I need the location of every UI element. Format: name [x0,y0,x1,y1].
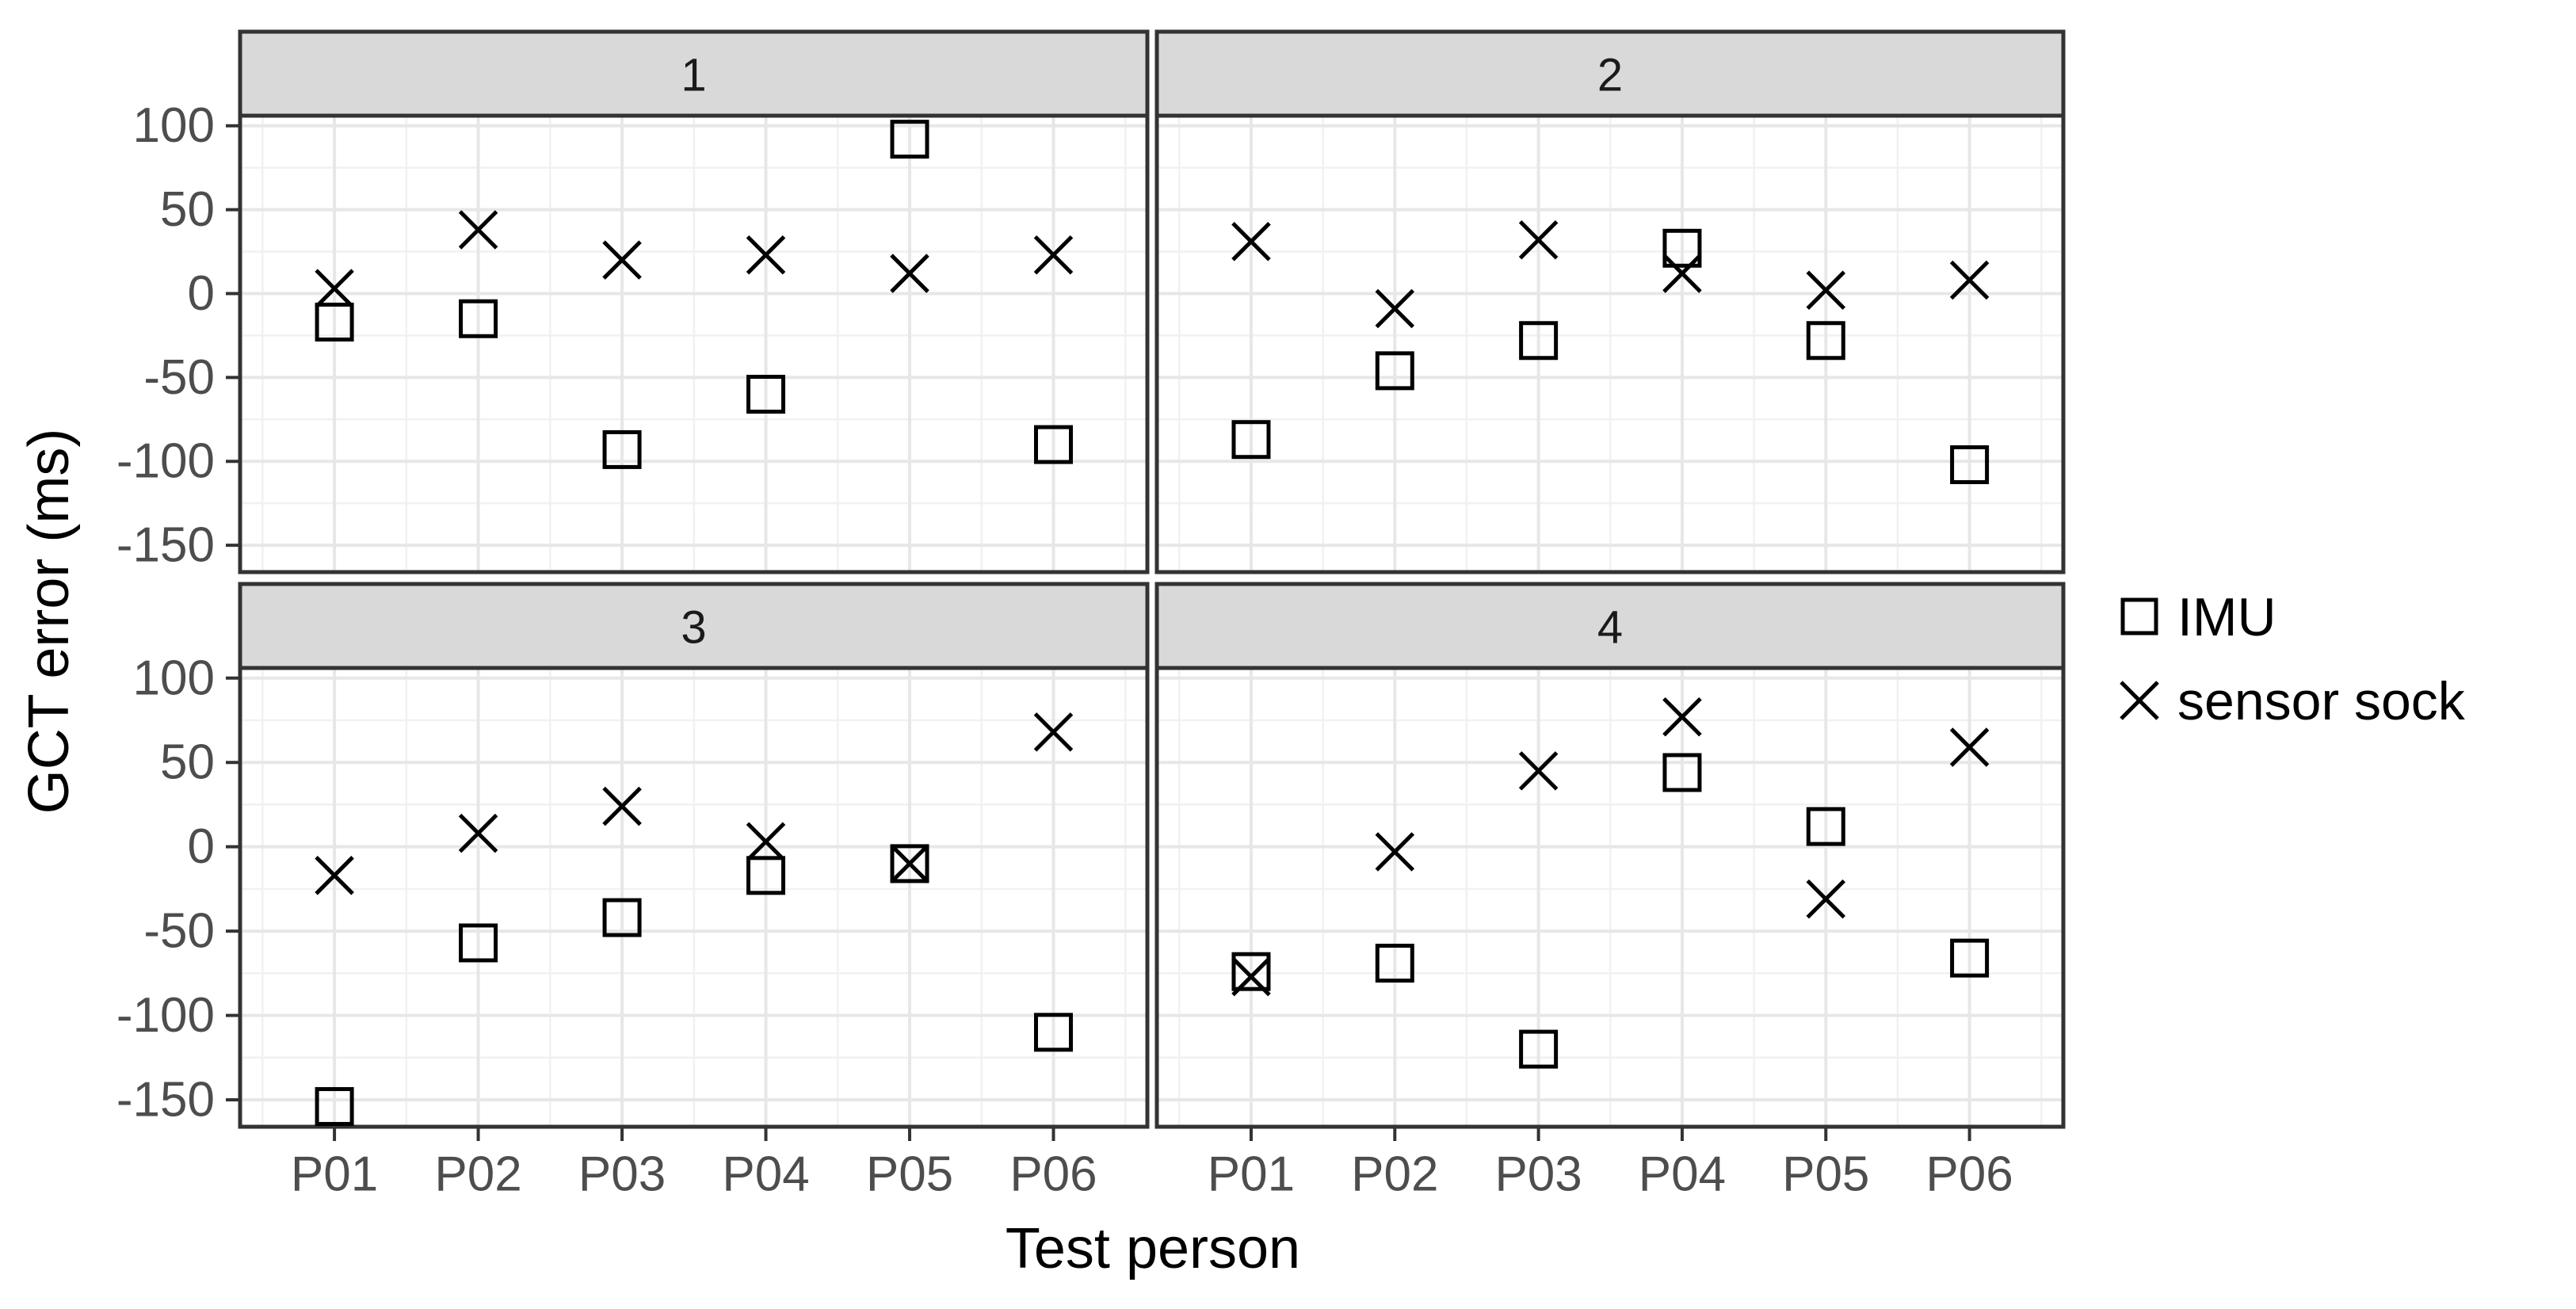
marker-imu [1950,445,1990,484]
legend-imu-label: IMU [2177,587,2276,647]
x-tick-label: P06 [1009,1147,1097,1202]
y-tick-label: -100 [116,434,215,489]
y-tick-label: 50 [160,735,215,790]
legend: IMU sensor sock [2120,587,2466,731]
marker-imu [746,375,786,414]
marker-imu [315,302,354,342]
y-tick-label: 50 [160,182,215,237]
marker-imu [1375,351,1414,391]
marker-sensor-sock [1033,235,1074,275]
marker-imu [602,429,642,469]
marker-imu [1806,321,1845,361]
marker-sensor-sock [1806,879,1846,919]
legend-imu-square-icon [2120,597,2158,635]
y-tick-label: -50 [143,904,215,959]
facet-strip-label: 4 [1597,602,1623,654]
marker-sensor-sock [1949,727,1990,767]
x-tick-label: P02 [434,1147,521,1202]
x-tick-label: P03 [578,1147,666,1202]
marker-sensor-sock [1662,696,1702,737]
marker-sensor-sock [890,254,929,293]
marker-sensor-sock [458,210,498,250]
facet-panel-border [1154,113,2066,574]
marker-imu [1519,1029,1559,1069]
chart-layer: 1 2 3 4 100 50 0 -50 -100 -150 100 50 0 -50 -100 -150 P0… [116,29,2066,1202]
marker-imu [1662,753,1702,792]
marker-sensor-sock [1033,712,1074,752]
marker-imu [1231,420,1271,460]
marker-sensor-sock [315,269,354,308]
marker-imu [1033,425,1073,464]
facet-panel-border [238,666,1150,1129]
x-axis-title: Test person [1006,1217,1300,1280]
x-tick-label: P01 [291,1147,378,1202]
marker-imu [459,923,498,963]
marker-sensor-sock [1662,254,1702,293]
marker-sensor-sock [1375,832,1415,872]
marker-sensor-sock [746,822,786,862]
marker-sensor-sock [602,240,642,280]
marker-sensor-sock [1518,751,1559,791]
marker-imu [1806,807,1845,846]
x-tick-label: P04 [722,1147,809,1202]
marker-imu [602,898,642,937]
x-tick-label: P05 [1782,1147,1869,1202]
marker-sensor-sock [1231,222,1271,261]
marker-sensor-sock [890,844,929,883]
x-tick-label: P01 [1208,1147,1295,1202]
marker-imu [1950,938,1990,978]
marker-imu [1375,944,1414,983]
facet-strip-label: 1 [681,50,706,101]
marker-imu [1033,1013,1073,1052]
y-tick-label: -50 [143,350,215,405]
marker-imu [315,1086,354,1126]
marker-sensor-sock [746,235,786,275]
x-tick-label: P04 [1639,1147,1726,1202]
facet-strip [1154,29,2066,118]
marker-sensor-sock [315,856,354,895]
y-tick-label: -150 [116,1072,215,1127]
y-tick-label: 0 [188,266,215,321]
y-tick-label: 100 [133,98,215,153]
facet-strip-label: 2 [1597,50,1623,101]
marker-imu [1231,952,1271,991]
y-tick-label: 100 [133,651,215,705]
marker-sensor-sock [1231,956,1271,997]
x-tick-label: P06 [1925,1147,2013,1202]
y-tick-label: 0 [188,819,215,874]
marker-imu [890,120,929,159]
marker-imu [1662,228,1702,268]
x-tick-label: P03 [1494,1147,1582,1202]
marker-sensor-sock [1375,288,1415,329]
marker-sensor-sock [1518,219,1559,260]
legend-sensor-sock-label: sensor sock [2177,671,2466,731]
facet-panel-border [238,113,1150,574]
legend-sensor-sock-x-icon [2120,681,2159,720]
marker-sensor-sock [1806,270,1846,311]
x-tick-label: P02 [1351,1147,1438,1202]
marker-imu [890,844,929,883]
marker-sensor-sock [458,813,498,853]
facet-strip-label: 3 [681,602,706,654]
facet-panel-border [1154,666,2066,1129]
x-tick-label: P05 [866,1147,953,1202]
y-tick-label: -100 [116,988,215,1043]
facet-strip [1154,582,2066,670]
marker-imu [746,856,786,895]
marker-imu [459,299,498,338]
marker-imu [1519,321,1559,361]
y-tick-label: -150 [116,518,215,573]
marker-sensor-sock [602,786,642,826]
facet-strip [238,29,1150,118]
marker-sensor-sock [1949,260,1990,300]
y-axis-title: GCT error (ms) [17,429,81,815]
